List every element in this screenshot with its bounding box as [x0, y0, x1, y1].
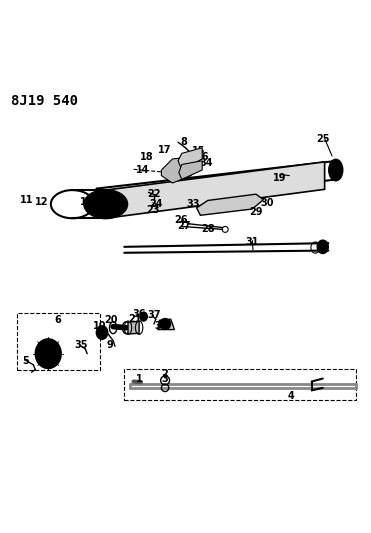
Text: 7: 7 — [45, 350, 52, 360]
Text: 16: 16 — [196, 152, 209, 162]
Ellipse shape — [317, 240, 328, 254]
Text: 1: 1 — [136, 374, 142, 384]
Polygon shape — [161, 157, 191, 183]
Text: 4: 4 — [288, 391, 295, 401]
Text: 23: 23 — [146, 205, 160, 215]
Text: 8: 8 — [180, 137, 187, 147]
Text: 2: 2 — [162, 369, 168, 379]
Text: 11: 11 — [20, 195, 33, 205]
Ellipse shape — [99, 329, 105, 336]
Ellipse shape — [84, 190, 127, 219]
Text: 8J19 540: 8J19 540 — [11, 94, 78, 108]
Text: 33: 33 — [186, 199, 200, 209]
Polygon shape — [197, 194, 263, 215]
Ellipse shape — [96, 326, 108, 339]
Bar — [17, 313, 100, 370]
Text: 15: 15 — [192, 147, 205, 157]
Text: 19: 19 — [273, 173, 287, 183]
Text: 18: 18 — [140, 152, 153, 162]
Text: 21: 21 — [129, 314, 142, 324]
Text: 10: 10 — [93, 321, 107, 331]
Text: 14: 14 — [136, 165, 150, 175]
Text: 5: 5 — [23, 356, 29, 366]
Text: 27: 27 — [177, 221, 190, 231]
Text: 6: 6 — [54, 316, 61, 325]
Text: 37: 37 — [147, 310, 161, 320]
Ellipse shape — [160, 318, 171, 329]
Ellipse shape — [329, 160, 342, 181]
Text: 25: 25 — [316, 133, 329, 143]
Text: 3: 3 — [162, 374, 168, 384]
Text: 32: 32 — [155, 321, 168, 331]
Ellipse shape — [140, 312, 147, 321]
Text: 36: 36 — [132, 309, 146, 319]
Text: 24: 24 — [149, 199, 162, 209]
Text: 31: 31 — [246, 237, 259, 247]
Ellipse shape — [35, 339, 61, 368]
Text: 26: 26 — [174, 215, 188, 225]
Text: 22: 22 — [147, 189, 161, 199]
Text: 30: 30 — [260, 198, 274, 208]
Text: 28: 28 — [201, 224, 214, 235]
Polygon shape — [158, 319, 174, 329]
Polygon shape — [128, 321, 139, 334]
Text: 35: 35 — [74, 340, 88, 350]
Text: 34: 34 — [199, 158, 213, 168]
Text: 13: 13 — [81, 197, 94, 207]
Polygon shape — [106, 162, 325, 219]
Polygon shape — [178, 148, 202, 170]
Text: 12: 12 — [35, 197, 49, 207]
Text: 29: 29 — [249, 207, 263, 216]
Polygon shape — [179, 161, 202, 179]
Text: 20: 20 — [105, 316, 118, 325]
Text: 17: 17 — [158, 144, 172, 155]
Text: 9: 9 — [106, 340, 113, 350]
Bar — [124, 368, 356, 400]
